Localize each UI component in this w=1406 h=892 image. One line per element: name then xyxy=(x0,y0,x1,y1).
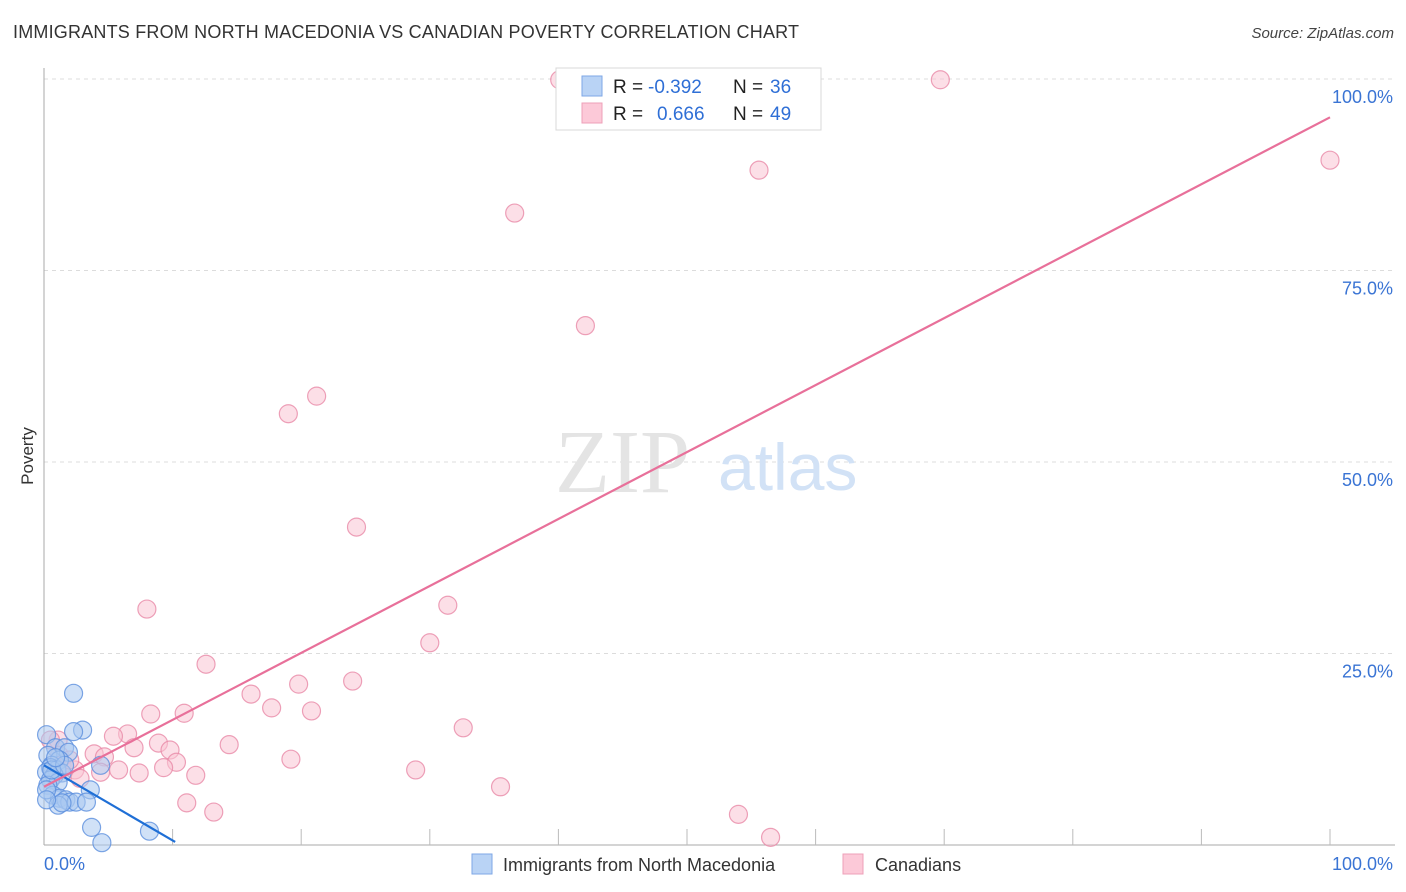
axes xyxy=(43,68,1395,846)
legend-r-value: 0.666 xyxy=(657,104,705,125)
pink-point xyxy=(129,763,149,783)
chart-title: IMMIGRANTS FROM NORTH MACEDONIA VS CANAD… xyxy=(13,22,800,42)
legend-r-label: R = xyxy=(613,104,643,125)
y-tick-label: 75.0% xyxy=(1342,279,1393,299)
pink-point xyxy=(420,633,440,653)
pink-point xyxy=(196,654,216,674)
pink-point xyxy=(108,760,129,780)
legend-swatch-blue xyxy=(471,853,493,875)
blue-point xyxy=(76,792,97,812)
pink-point xyxy=(241,684,261,704)
blue-point xyxy=(52,793,72,813)
blue-point xyxy=(63,683,84,703)
pink-point xyxy=(343,671,363,691)
x-tick-label-min: 0.0% xyxy=(44,854,85,874)
pink-point xyxy=(103,726,124,746)
blue-point xyxy=(63,722,84,742)
legend-n-label: N = xyxy=(733,77,763,98)
pink-point xyxy=(153,758,174,778)
pink-point xyxy=(137,599,157,619)
pink-trend-line xyxy=(43,116,1331,788)
pink-point xyxy=(453,718,473,738)
pink-point xyxy=(141,704,161,724)
legend-n-value: 49 xyxy=(770,104,791,125)
legend-n-value: 36 xyxy=(770,77,791,98)
blue-trend-line xyxy=(43,764,176,843)
pink-point xyxy=(930,70,950,90)
pink-point xyxy=(186,765,206,785)
y-tick-label: 25.0% xyxy=(1342,662,1393,682)
pink-point xyxy=(749,160,769,180)
pink-point xyxy=(278,404,298,424)
y-tick-label: 100.0% xyxy=(1332,87,1393,107)
pink-point xyxy=(346,517,367,537)
pink-point xyxy=(490,777,511,797)
series-legend: Immigrants from North Macedonia Canadian… xyxy=(471,853,961,875)
source-label: Source: ZipAtlas.com xyxy=(1251,25,1394,42)
blue-point xyxy=(45,748,66,768)
pink-point xyxy=(307,386,327,406)
pink-point xyxy=(124,738,144,758)
y-axis-label: Poverty xyxy=(18,427,37,485)
legend-r-label: R = xyxy=(613,77,643,98)
legend-label-north-macedonia: Immigrants from North Macedonia xyxy=(503,855,776,875)
grid xyxy=(44,78,1395,654)
pink-point xyxy=(204,802,224,822)
watermark-atlas: atlas xyxy=(718,430,857,504)
pink-point xyxy=(219,735,239,755)
legend-label-canadians: Canadians xyxy=(875,855,961,875)
trend-lines xyxy=(43,116,1331,843)
legend-swatch-blue xyxy=(581,75,603,97)
pink-point xyxy=(301,701,322,721)
watermark-zip: ZIP xyxy=(555,413,690,512)
pink-point xyxy=(575,316,596,336)
x-tick-label-max: 100.0% xyxy=(1332,854,1393,874)
pink-point xyxy=(262,698,282,718)
pink-point xyxy=(760,827,781,847)
blue-point xyxy=(81,817,102,837)
pink-point xyxy=(1320,150,1340,170)
legend-r-value: -0.392 xyxy=(648,77,702,98)
blue-point xyxy=(90,755,111,775)
blue-point xyxy=(36,725,57,745)
blue-point xyxy=(92,833,112,853)
y-tick-label: 50.0% xyxy=(1342,470,1393,490)
legend-n-label: N = xyxy=(733,104,763,125)
pink-point xyxy=(438,595,458,615)
pink-point xyxy=(406,760,426,780)
pink-point xyxy=(281,749,301,769)
pink-point xyxy=(289,674,309,694)
pink-point xyxy=(505,203,525,223)
stats-legend: R = -0.392 N = 36 R = 0.666 N = 49 xyxy=(555,67,822,131)
pink-point xyxy=(728,804,749,824)
pink-point xyxy=(177,793,197,813)
legend-swatch-pink xyxy=(581,102,603,124)
blue-point xyxy=(36,790,57,810)
legend-swatch-pink xyxy=(842,853,864,875)
